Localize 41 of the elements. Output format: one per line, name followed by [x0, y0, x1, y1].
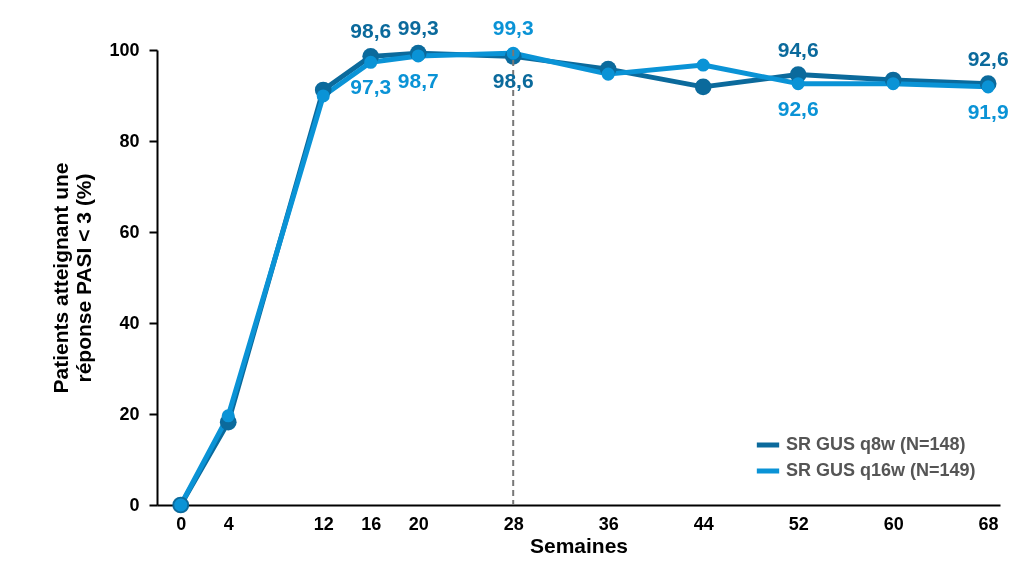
point: [364, 55, 378, 69]
x-tick-label: 36: [598, 513, 619, 534]
point: [791, 77, 805, 91]
data-label: 99,3: [397, 16, 439, 40]
y-tick-label: 20: [119, 403, 140, 424]
data-label: 97,3: [350, 75, 392, 99]
y-tick-label: 100: [109, 39, 140, 60]
data-label: 94,6: [777, 37, 819, 61]
data-label: 92,6: [777, 96, 819, 120]
y-tick-label: 80: [119, 130, 140, 151]
data-label: 91,9: [967, 99, 1009, 123]
y-tick-label: 60: [119, 221, 140, 242]
data-label: 98,7: [397, 68, 439, 92]
y-axis-title: Patients atteignant une réponse PASI < 3 (%): [49, 162, 96, 394]
x-tick-label: 4: [223, 513, 234, 534]
x-tick-label: 60: [883, 513, 904, 534]
x-tick-label: 20: [408, 513, 429, 534]
point: [601, 67, 615, 81]
x-tick-label: 44: [693, 513, 714, 534]
point: [981, 80, 995, 94]
point: [221, 409, 235, 423]
data-label: 98,6: [492, 69, 534, 93]
x-tick-label: 68: [978, 513, 999, 534]
x-axis-title: Semaines: [529, 533, 629, 557]
x-tick-label: 0: [176, 513, 187, 534]
legend-label: SR GUS q8w (N=148): [786, 434, 966, 454]
point: [411, 49, 425, 63]
x-tick-label: 16: [361, 513, 382, 534]
y-tick-label: 0: [129, 494, 140, 515]
data-label: 98,6: [350, 19, 392, 43]
data-label: 99,3: [492, 16, 534, 40]
x-tick-label: 12: [313, 513, 334, 534]
data-label: 92,6: [967, 46, 1009, 70]
x-tick-label: 52: [788, 513, 809, 534]
point: [694, 78, 712, 96]
point: [886, 77, 900, 91]
point: [316, 89, 330, 103]
y-tick-label: 40: [119, 312, 140, 333]
legend-label: SR GUS q16w (N=149): [786, 460, 976, 480]
point: [696, 58, 710, 72]
x-tick-label: 28: [503, 513, 524, 534]
